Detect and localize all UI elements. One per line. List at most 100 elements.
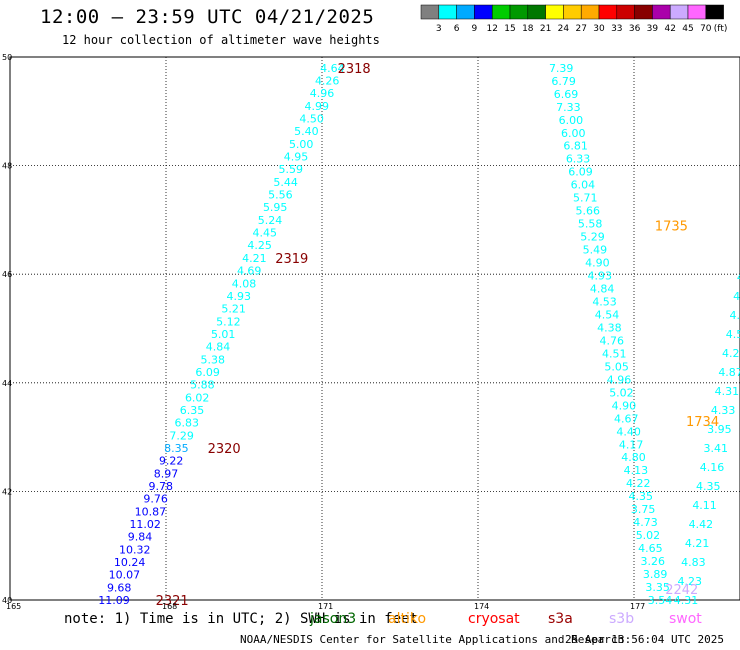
colorbar-label: 3 — [436, 24, 442, 34]
colorbar-label: 12 — [486, 24, 497, 34]
wave-height-value: 3.35 — [645, 581, 670, 594]
colorbar-label: 24 — [558, 24, 570, 34]
x-tick-label: 171 — [318, 602, 333, 611]
colorbar-swatch — [634, 4, 653, 20]
wave-height-value: 5.49 — [583, 244, 608, 257]
colorbar-label: 15 — [504, 24, 515, 34]
wave-height-value: 5.02 — [636, 529, 661, 542]
wave-height-value: 4.87 — [718, 366, 740, 379]
chart-title: 12:00 — 23:59 UTC 04/21/2025 — [40, 6, 375, 28]
wave-height-value: 4.11 — [692, 499, 717, 512]
colorbar-label: 21 — [540, 24, 551, 34]
wave-height-value: 8.97 — [154, 467, 179, 480]
wave-height-value: 4.25 — [247, 239, 272, 252]
colorbar-swatch — [527, 4, 546, 20]
wave-height-value: 5.71 — [573, 192, 598, 205]
x-tick-label: 177 — [630, 602, 645, 611]
wave-height-value: 4.96 — [310, 87, 335, 100]
wave-height-value: 4.45 — [253, 227, 278, 240]
pass-label: 1735 — [655, 219, 688, 234]
wave-height-value: 10.24 — [114, 556, 146, 569]
colorbar-swatch — [474, 4, 493, 20]
colorbar-swatch — [420, 4, 440, 20]
colorbar-label: 30 — [593, 24, 605, 34]
wave-height-value: 6.09 — [195, 366, 220, 379]
wave-height-value: 9.84 — [128, 531, 153, 544]
wave-height-value: 6.09 — [568, 166, 593, 179]
wave-height-value: 9.22 — [159, 455, 184, 468]
footer-timestamp: 25 Apr 13:56:04 UTC 2025 — [565, 633, 724, 646]
wave-height-value: 4.90 — [612, 399, 637, 412]
wave-height-value: 4.40 — [616, 425, 641, 438]
x-tick-label: 168 — [162, 602, 177, 611]
wave-height-value: 7.29 — [169, 429, 194, 442]
wave-height-value: 5.66 — [575, 205, 600, 218]
wave-height-value: 3.95 — [707, 423, 732, 436]
wave-height-value: 3.89 — [643, 568, 668, 581]
wave-height-value: 4.65 — [638, 542, 663, 555]
wave-height-value: 4.16 — [700, 461, 725, 474]
wave-height-value: 6.33 — [566, 153, 591, 166]
wave-height-value: 4.96 — [607, 373, 632, 386]
wave-height-value: 10.32 — [119, 543, 151, 556]
wave-height-value: 5.95 — [263, 201, 288, 214]
wave-height-value: 5.88 — [190, 379, 215, 392]
wave-height-value: 4.99 — [305, 100, 330, 113]
wave-height-value: 6.83 — [175, 417, 200, 430]
colorbar-label: 27 — [575, 24, 586, 34]
wave-height-value: 5.56 — [268, 189, 293, 202]
wave-height-value: 4.13 — [624, 464, 649, 477]
colorbar-swatch — [491, 4, 511, 20]
wave-height-value: 5.58 — [578, 218, 603, 231]
wave-height-value: 4.06 — [733, 290, 740, 303]
colorbar-swatch — [669, 4, 689, 20]
pass-label: 2318 — [338, 62, 371, 77]
wave-height-value: 11.02 — [129, 518, 161, 531]
colorbar-label: 39 — [647, 24, 659, 34]
wave-height-value: 4.23 — [677, 575, 702, 588]
wave-height-value: 4.90 — [585, 257, 610, 270]
pass-labels: 23182319232023211735173422422421 — [156, 62, 719, 609]
y-tick-label: 40 — [2, 596, 12, 605]
wave-height-value: 5.12 — [216, 315, 241, 328]
colorbar-swatch — [509, 4, 529, 20]
wave-height-value: 6.00 — [561, 127, 586, 140]
color-legend: 3 6 9 12 15 18 21 24 27 30 33 36 39 42 45 70 (ft) — [420, 4, 727, 34]
colorbar-label: 18 — [522, 24, 534, 34]
wave-height-value: 4.42 — [689, 518, 714, 531]
wave-height-value: 6.81 — [563, 140, 588, 153]
wave-height-value: 3.54 — [648, 594, 673, 607]
satellite-legend-item: s3a — [548, 611, 573, 627]
wave-height-value: 4.64 — [320, 62, 345, 75]
satellite-legend-item: s3b — [609, 611, 635, 627]
footer-source: NOAA/NESDIS Center for Satellite Applica… — [240, 633, 625, 646]
wave-height-value: 4.53 — [592, 295, 617, 308]
wave-height-value: 4.84 — [590, 283, 615, 296]
chart-subtitle: 12 hour collection of altimeter wave hei… — [62, 33, 380, 47]
colorbar-swatch — [456, 4, 475, 20]
wave-height-value: 6.02 — [185, 391, 210, 404]
wave-height-value: 5.02 — [609, 386, 634, 399]
y-tick-label: 46 — [2, 270, 12, 279]
colorbar-label: 9 — [472, 24, 478, 34]
wave-height-value: 4.26 — [315, 75, 340, 88]
wave-height-value: 8.35 — [164, 442, 189, 455]
wave-height-value: 4.83 — [681, 556, 706, 569]
wave-height-value: 4.54 — [595, 308, 620, 321]
y-tick-label: 44 — [2, 379, 12, 388]
wave-height-value: 5.40 — [294, 125, 319, 138]
y-tick-label: 50 — [2, 53, 12, 62]
x-tick-label: 174 — [474, 602, 489, 611]
colorbar-swatch — [598, 4, 618, 20]
wave-height-value: 6.35 — [180, 404, 205, 417]
wave-height-value: 5.59 — [279, 163, 304, 176]
wave-height-value: 4.80 — [621, 451, 646, 464]
wave-height-value: 4.93 — [227, 290, 252, 303]
wave-height-value: 5.05 — [604, 360, 629, 373]
wave-height-value: 4.84 — [206, 341, 231, 354]
wave-height-value: 5.44 — [273, 176, 298, 189]
wave-height-value: 3.26 — [641, 555, 666, 568]
wave-height-value: 9.76 — [143, 493, 168, 506]
colorbar-swatch — [545, 4, 564, 20]
